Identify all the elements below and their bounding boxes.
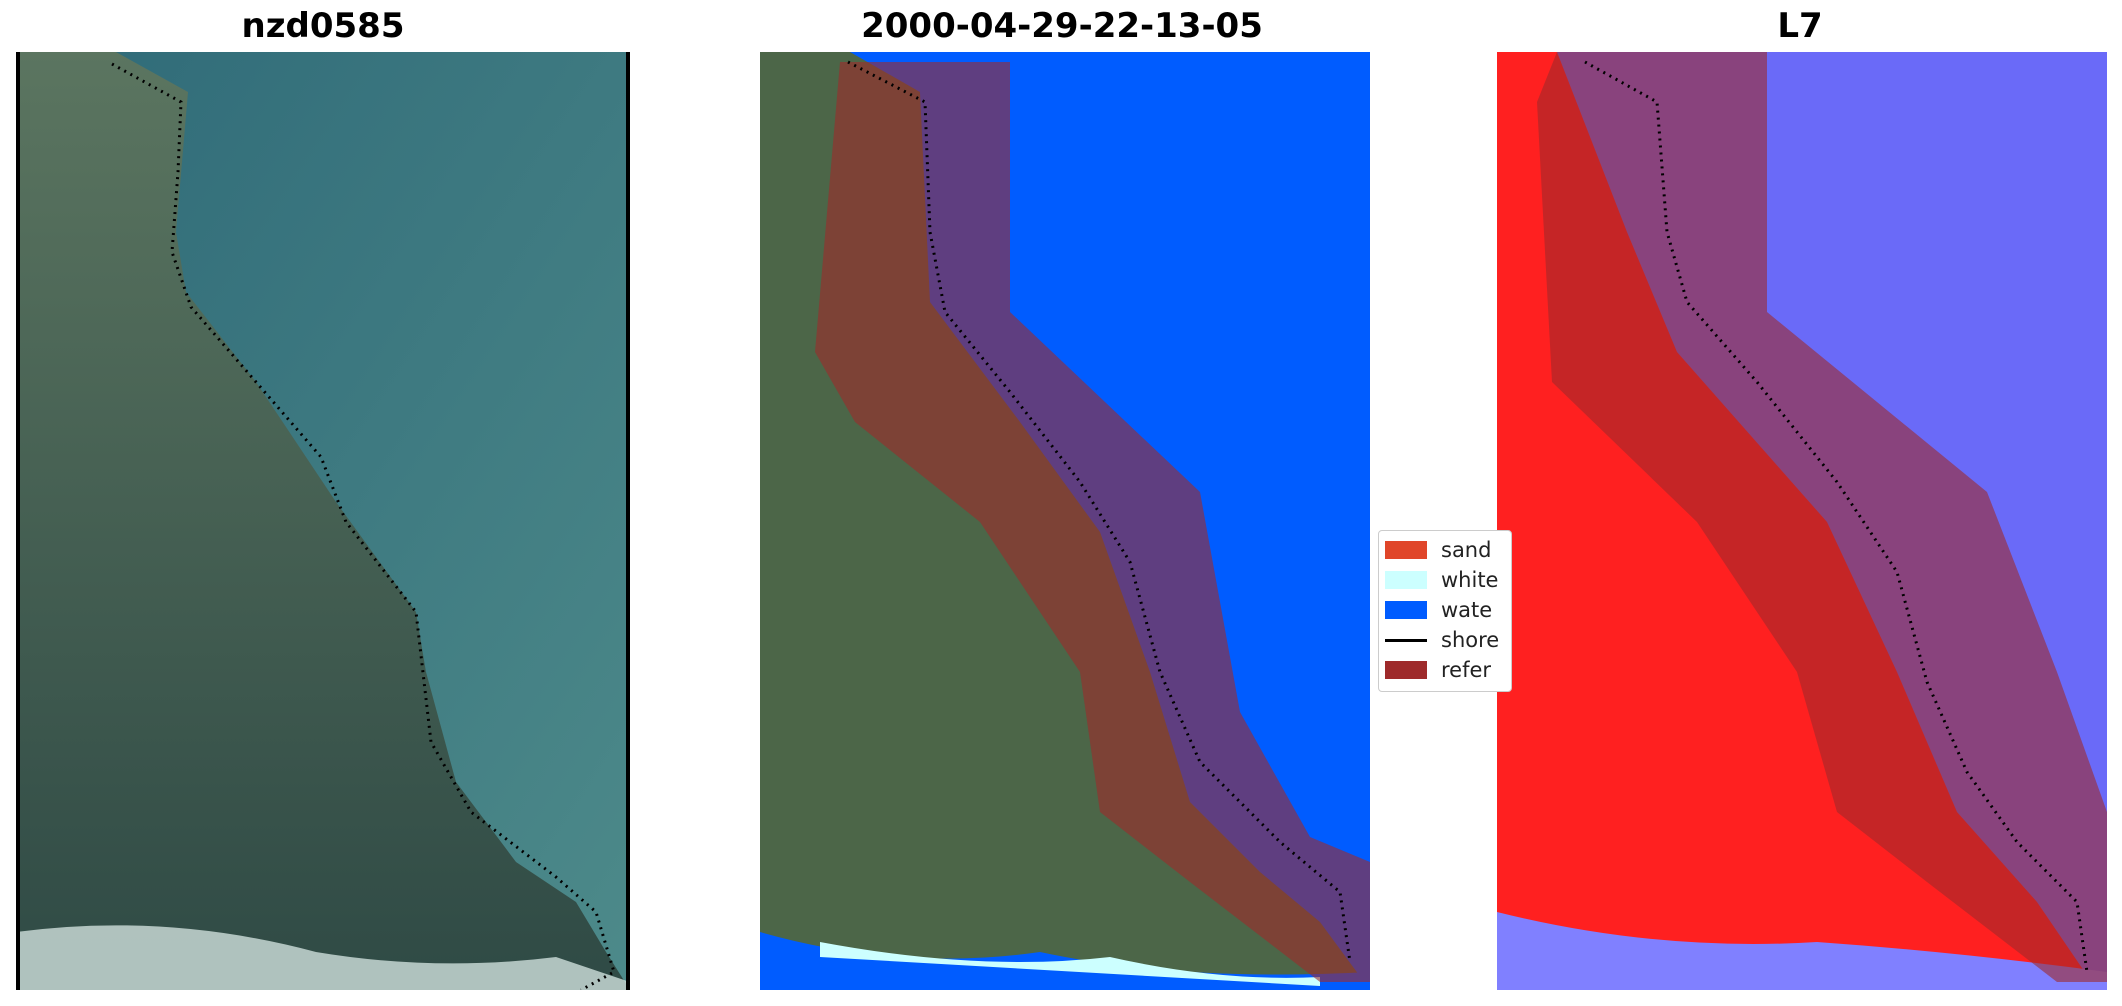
legend-item-sand: sand: [1385, 538, 1492, 562]
reference-buffer: [1537, 52, 2107, 982]
classification-image: [760, 52, 1370, 990]
legend-label: sand: [1441, 538, 1492, 562]
class-white-water: [820, 942, 1320, 986]
legend-swatch: [1385, 571, 1427, 589]
legend: sand white wate shore refer: [1378, 530, 1512, 692]
legend-label: refer: [1441, 658, 1492, 682]
reference-buffer: [815, 62, 1370, 982]
index-image: [1497, 52, 2107, 990]
legend-swatch: [1385, 638, 1427, 642]
rgb-image: [16, 52, 630, 990]
land-area: [16, 52, 630, 990]
panel-title-index: L7: [1777, 6, 1823, 46]
legend-item-water: wate: [1385, 598, 1493, 622]
legend-label: wate: [1441, 598, 1493, 622]
legend-swatch: [1385, 541, 1427, 559]
legend-label: white: [1441, 568, 1499, 592]
panel-title-classified: 2000-04-29-22-13-05: [861, 6, 1263, 46]
legend-label: shore: [1441, 628, 1500, 652]
classification-panel: [760, 52, 1370, 990]
surf-foam: [16, 925, 630, 990]
shoreline-trace: [111, 62, 616, 990]
rgb-image-panel: [16, 52, 630, 990]
legend-item-shoreline: shore: [1385, 628, 1500, 652]
panel-border-right: [626, 52, 630, 990]
panel-title-rgb: nzd0585: [241, 6, 405, 46]
index-surf: [1497, 912, 2107, 990]
legend-swatch: [1385, 601, 1427, 619]
legend-item-white: white: [1385, 568, 1499, 592]
legend-item-reference: refer: [1385, 658, 1492, 682]
legend-swatch: [1385, 661, 1427, 679]
panel-border-left: [16, 52, 20, 990]
index-panel: [1497, 52, 2107, 990]
